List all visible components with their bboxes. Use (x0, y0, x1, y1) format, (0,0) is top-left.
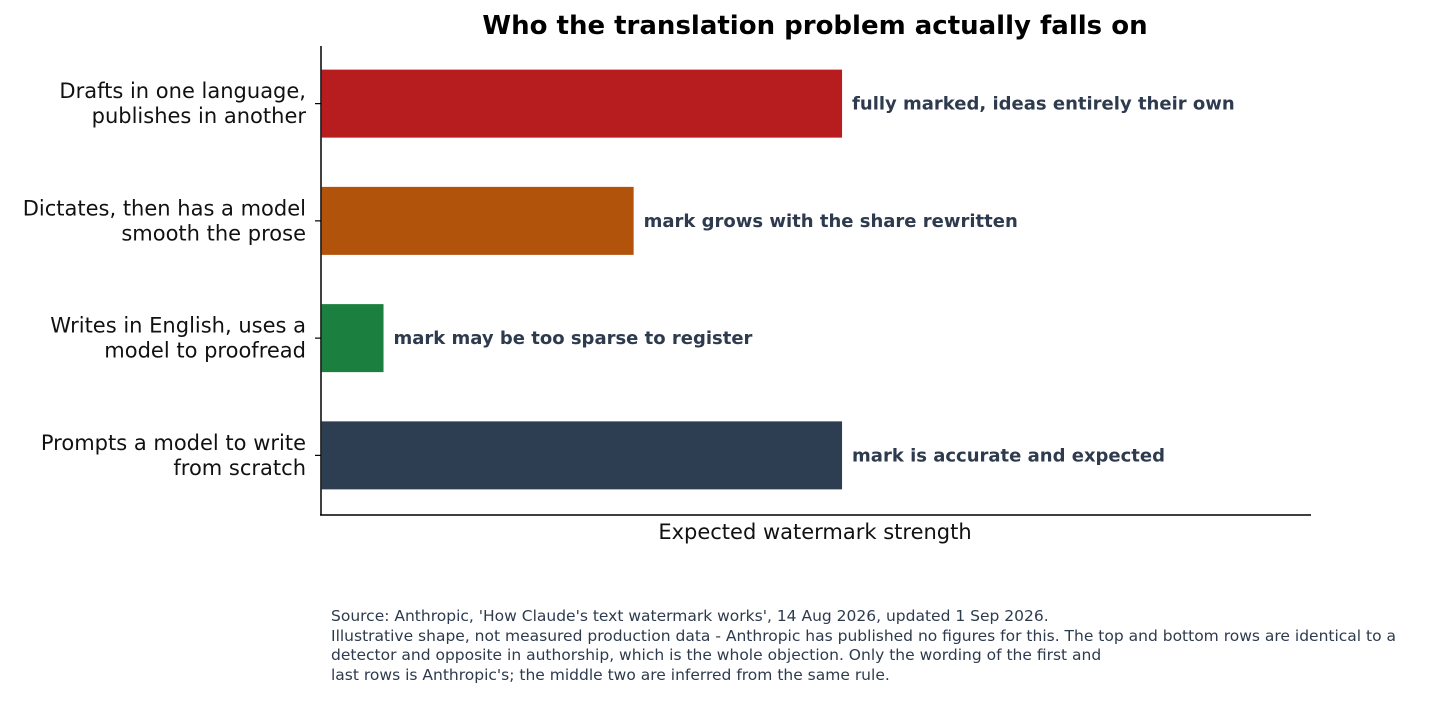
bar (321, 304, 384, 373)
source-line: Illustrative shape, not measured product… (331, 626, 1397, 645)
source-line: last rows is Anthropic's; the middle two… (331, 665, 890, 684)
bar-chart: Who the translation problem actually fal… (23, 11, 1311, 544)
bar (321, 186, 634, 255)
source-line: Source: Anthropic, 'How Claude's text wa… (331, 607, 1049, 625)
bar (321, 69, 843, 138)
category-label: Drafts in one language, publishes in anot… (59, 79, 306, 128)
bar-value-label: mark grows with the share rewritten (644, 211, 1018, 232)
category-label: Dictates, then has a model smooth the pro… (23, 196, 306, 245)
source-note: Source: Anthropic, 'How Claude's text wa… (331, 607, 1431, 685)
bar-value-label: fully marked, ideas entirely their own (852, 94, 1235, 115)
x-axis-title: Expected watermark strength (658, 520, 971, 544)
bar-value-label: mark may be too sparse to register (394, 328, 753, 349)
source-line: detector and opposite in authorship, whi… (331, 646, 1102, 665)
chart-title: Who the translation problem actually fal… (482, 11, 1147, 41)
category-label: Prompts a model to write from scratch (41, 431, 306, 480)
bar-value-label: mark is accurate and expected (852, 445, 1165, 466)
bar (321, 421, 843, 490)
category-label: Writes in English, uses a model to proofr… (50, 314, 306, 363)
